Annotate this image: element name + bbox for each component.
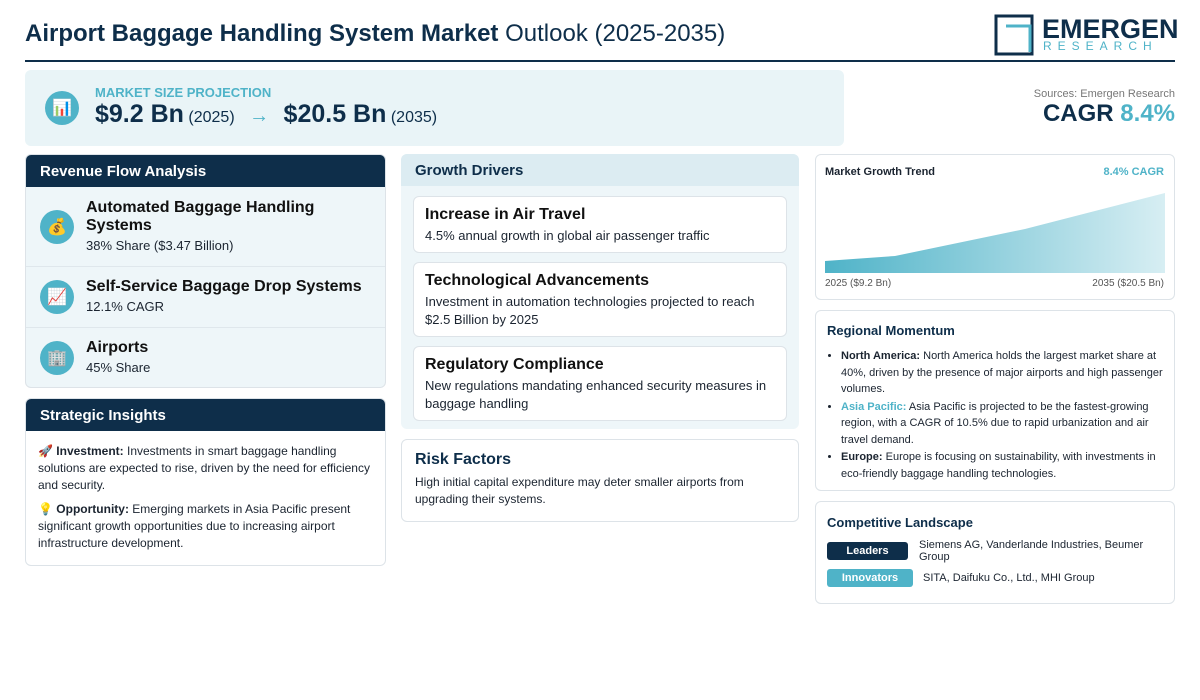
revenue-item: 💰 Automated Baggage Handling Systems 38%… — [26, 187, 385, 267]
region-label: Europe: — [841, 451, 883, 463]
insight-label: Opportunity: — [56, 502, 129, 516]
title-bold: Airport Baggage Handling System Market — [25, 20, 499, 47]
projection-values: $9.2 Bn (2025) → $20.5 Bn (2035) — [95, 100, 437, 129]
competitive-text: SITA, Daifuku Co., Ltd., MHI Group — [923, 572, 1095, 584]
competitive-title: Competitive Landscape — [827, 515, 973, 530]
trend-title: Market Growth Trend — [825, 166, 936, 178]
driver-text: 4.5% annual growth in global air passeng… — [425, 228, 710, 243]
region: Asia Pacific: Asia Pacific is projected … — [841, 399, 1163, 449]
end-year: (2035) — [390, 109, 438, 126]
driver: Increase in Air Travel 4.5% annual growth… — [413, 196, 787, 253]
projection-icon: 📊 — [45, 91, 79, 125]
cagr-label: CAGR — [1042, 100, 1114, 127]
competitive-card: Competitive Landscape Leaders Siemens AG,… — [815, 501, 1175, 604]
trend-end: 2035 ($20.5 Bn) — [1092, 278, 1164, 289]
region-label: North America: — [841, 350, 921, 362]
driver-title: Technological Advancements — [425, 272, 650, 289]
item-name: Automated Baggage Handling Systems — [86, 199, 315, 234]
driver: Regulatory Compliance New regulations man… — [413, 346, 787, 421]
competitive-text: Siemens AG, Vanderlande Industries, Beum… — [919, 539, 1144, 563]
insight-text: Investments in smart baggage handling so… — [38, 444, 370, 492]
driver-title: Increase in Air Travel — [425, 206, 586, 223]
item-icon: 💰 — [40, 210, 74, 244]
trend-badge: 8.4% CAGR — [1103, 166, 1164, 178]
drivers-title: Growth Drivers — [401, 154, 799, 186]
header-rule — [25, 60, 1175, 62]
trend-area — [825, 193, 1165, 273]
trend-card: Market Growth Trend 8.4% CAGR 2025 ($9.2… — [815, 154, 1175, 300]
start-value: $9.2 Bn — [95, 100, 184, 128]
item-icon: 📈 — [40, 280, 74, 314]
regional-card: Regional Momentum North America: North A… — [815, 310, 1175, 491]
revenue-title: Revenue Flow Analysis — [26, 155, 385, 187]
logo-name: EMERGEN — [1042, 14, 1179, 44]
end-value: $20.5 Bn — [283, 100, 387, 128]
insights-title: Strategic Insights — [26, 399, 385, 431]
driver-title: Regulatory Compliance — [425, 356, 604, 373]
arrow: → — [249, 105, 270, 127]
revenue-item: 📈 Self-Service Baggage Drop Systems 12.1… — [26, 267, 385, 328]
trend-start: 2025 ($9.2 Bn) — [825, 278, 892, 289]
risk-text: High initial capital expenditure may det… — [415, 475, 744, 506]
region: Europe: Europe is focusing on sustainabi… — [841, 449, 1163, 482]
competitive-row: Innovators SITA, Daifuku Co., Ltd., MHI G… — [827, 569, 1163, 587]
competitive-row: Leaders Siemens AG, Vanderlande Industrie… — [827, 539, 1163, 563]
insight-icon: 💡 — [38, 502, 53, 516]
driver-text: New regulations mandating enhanced secur… — [425, 378, 767, 411]
insight-icon: 🚀 — [38, 444, 53, 458]
projection-panel: 📊 MARKET SIZE PROJECTION $9.2 Bn (2025) … — [25, 70, 844, 146]
driver-text: Investment in automation technologies pr… — [425, 294, 755, 327]
risk-title: Risk Factors — [415, 451, 512, 468]
title-rest: Outlook (2025-2035) — [505, 20, 726, 47]
cagr-value: 8.4% — [1120, 100, 1175, 127]
item-icon: 🏢 — [40, 341, 74, 375]
logo-sub: RESEARCH — [1043, 39, 1158, 53]
tag: Leaders — [827, 542, 908, 560]
projection-label: MARKET SIZE PROJECTION — [95, 85, 272, 100]
risk-card: Risk Factors High initial capital expend… — [401, 439, 799, 522]
region-text: North America holds the largest market s… — [841, 350, 1163, 395]
revenue-item: 🏢 Airports 45% Share — [26, 328, 385, 387]
region-label: Asia Pacific: — [841, 400, 907, 413]
logo-mark — [994, 14, 1034, 56]
region-text: Europe is focusing on sustainability, wi… — [841, 451, 1156, 480]
item-detail: 38% Share ($3.47 Billion) — [86, 238, 234, 253]
cagr: CAGR 8.4% — [1043, 100, 1175, 128]
tag: Innovators — [827, 569, 913, 587]
regional-title: Regional Momentum — [827, 323, 955, 338]
start-year: (2025) — [188, 109, 235, 126]
page-title: Airport Baggage Handling System Market O… — [25, 20, 725, 48]
region: North America: North America holds the l… — [841, 348, 1163, 398]
insight-label: Investment: — [56, 444, 124, 458]
insights-card: Strategic Insights 🚀 Investment: Investm… — [25, 398, 386, 566]
insight: 🚀 Investment: Investments in smart bagga… — [26, 431, 385, 494]
item-detail: 12.1% CAGR — [86, 299, 165, 314]
region-text: Asia Pacific is projected to be the fast… — [841, 400, 1149, 446]
drivers-card: Growth Drivers Increase in Air Travel 4.5… — [401, 154, 799, 429]
item-name: Airports — [86, 339, 149, 356]
revenue-card: Revenue Flow Analysis 💰 Automated Baggag… — [25, 154, 386, 388]
item-detail: 45% Share — [86, 360, 151, 375]
sources: Sources: Emergen Research — [1033, 88, 1175, 100]
regional-list: North America: North America holds the l… — [827, 348, 1163, 482]
insight: 💡 Opportunity: Emerging markets in Asia … — [26, 494, 385, 552]
driver: Technological Advancements Investment in … — [413, 262, 787, 337]
insight-text: Emerging markets in Asia Pacific present… — [38, 502, 351, 550]
item-name: Self-Service Baggage Drop Systems — [86, 278, 362, 295]
